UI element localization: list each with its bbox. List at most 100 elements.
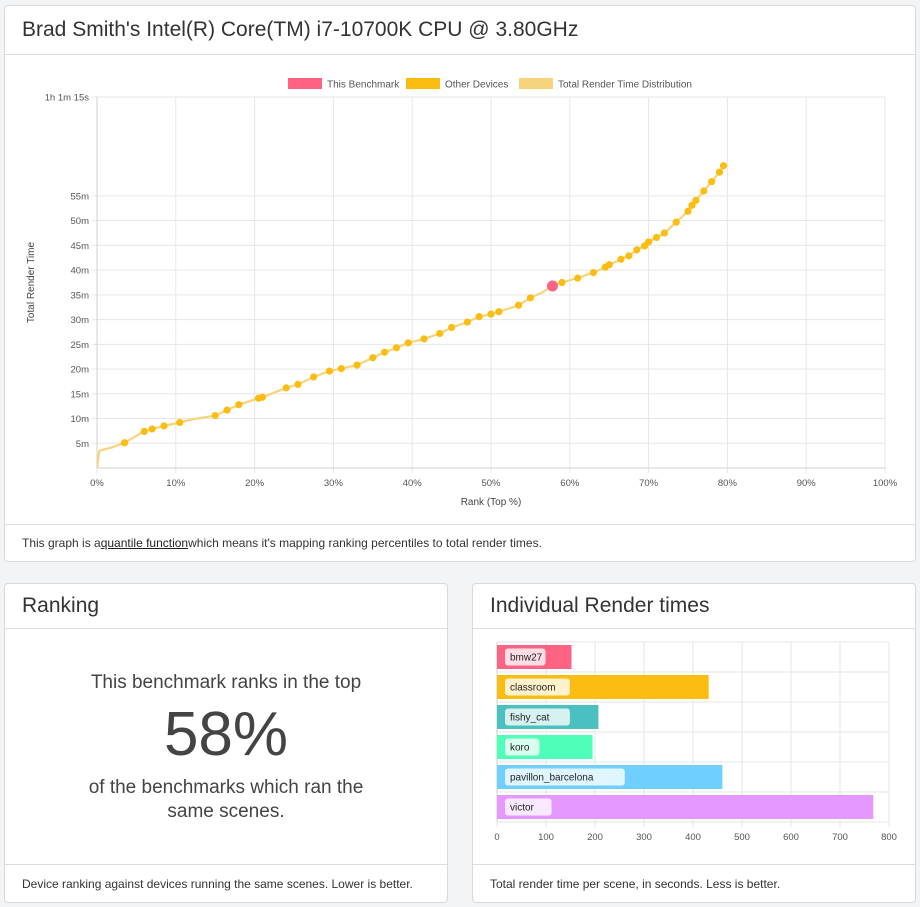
bar-x-tick-label: 600 [783,832,799,843]
ranking-percent: 58% [163,700,289,769]
y-tick-label: 50m [71,216,90,227]
bar-row[interactable]: fishy_cat [497,705,599,729]
other-device-point[interactable] [605,261,613,269]
x-tick-label: 60% [560,478,580,489]
page-title: Brad Smith's Intel(R) Core(TM) i7-10700K… [5,6,915,55]
other-device-point[interactable] [715,168,724,176]
ranking-title: Ranking [5,584,447,629]
x-tick-label: 80% [718,478,738,489]
bar-grid [496,641,890,827]
other-device-point[interactable] [672,218,680,226]
other-device-point[interactable] [148,425,156,433]
other-device-point[interactable] [652,233,661,242]
other-device-point[interactable] [645,238,653,246]
other-device-point[interactable] [448,323,456,332]
other-device-point[interactable] [211,411,219,420]
render-times-chart: 0 100 200 300 400 500 600 700 800 bmw27 classroom f… [494,641,897,843]
legend-label: Total Render Time Distribution [558,80,692,91]
other-device-point[interactable] [294,380,302,389]
other-device-point[interactable] [475,313,483,321]
other-device-point[interactable] [617,255,625,263]
x-axis-title: Rank (Top %) [461,497,522,508]
other-device-point[interactable] [574,274,582,282]
other-device-point[interactable] [420,335,428,343]
other-device-point[interactable] [160,422,168,430]
bar-x-tick-label: 200 [587,832,603,843]
other-device-point[interactable] [719,162,728,170]
other-device-point[interactable] [487,310,495,318]
y-tick-label: 40m [71,266,90,277]
other-device-point[interactable] [633,246,641,254]
x-tick-label: 10% [166,478,186,489]
distribution-line [97,163,728,468]
other-device-point[interactable] [514,301,523,309]
other-device-point[interactable] [140,427,148,435]
bar-x-tick-label: 0 [494,832,499,843]
other-device-point[interactable] [526,294,535,302]
other-device-point[interactable] [381,348,389,356]
bar-category-label: victor [510,803,535,814]
footer-text-prefix: This graph is a [22,536,101,550]
footer-text-suffix: which means it's mapping ranking percent… [188,536,542,550]
bar-row[interactable]: bmw27 [497,645,572,669]
other-device-point[interactable] [404,339,412,347]
other-device-point[interactable] [258,393,267,401]
other-device-point[interactable] [235,401,243,409]
legend-label: This Benchmark [327,80,400,91]
x-tick-label: 50% [481,478,501,489]
quantile-function-link[interactable]: quantile function [100,536,189,550]
bar-category-label: fishy_cat [510,713,550,724]
bar-row[interactable]: victor [497,795,874,819]
x-tick-label: 100% [873,478,898,489]
other-device-point[interactable] [436,329,444,338]
other-device-point[interactable] [692,196,700,204]
other-device-point[interactable] [625,252,633,260]
legend-item[interactable]: Total Render Time Distribution [519,78,692,91]
quantile-chart: This Benchmark Other Devices Total Render … [26,78,898,508]
legend-swatch [288,78,322,89]
other-device-point[interactable] [495,308,503,316]
render-times-card: Individual Render times 0 100 200 300 400 500… [472,583,916,903]
bar-category-label: classroom [510,683,556,694]
other-device-point[interactable] [325,367,334,375]
other-device-point[interactable] [392,344,401,352]
other-device-point[interactable] [684,207,692,215]
other-device-point[interactable] [688,201,696,209]
bar-row[interactable]: classroom [497,675,709,699]
other-device-point[interactable] [589,269,598,277]
other-device-point[interactable] [282,384,290,392]
other-device-point[interactable] [353,361,361,369]
bar-category-label: koro [510,743,530,754]
render-time-bar[interactable] [497,795,874,819]
y-tick-label: 10m [71,414,90,425]
other-device-point[interactable] [708,177,716,186]
bar-category-label: bmw27 [510,653,543,664]
other-device-point[interactable] [463,318,471,326]
chart-legend[interactable]: This Benchmark Other Devices Total Render … [288,78,692,91]
this-benchmark-point[interactable] [546,280,558,292]
y-axis-title: Total Render Time [26,241,37,323]
bar-row[interactable]: koro [497,735,593,759]
bar-category-label: pavillon_barcelona [510,773,594,784]
other-device-point[interactable] [660,229,668,237]
other-device-point[interactable] [369,354,377,362]
bar-row[interactable]: pavillon_barcelona [497,765,723,789]
other-device-point[interactable] [558,278,566,287]
other-device-point[interactable] [223,406,231,414]
x-tick-label: 30% [324,478,344,489]
y-tick-label: 30m [71,315,90,326]
y-tick-label: 5m [76,439,89,450]
bar-label-box [505,708,570,726]
legend-swatch [519,78,553,89]
legend-item[interactable]: This Benchmark [288,78,400,91]
other-device-point[interactable] [310,373,318,381]
legend-item[interactable]: Other Devices [406,78,508,91]
other-device-point[interactable] [337,364,345,373]
bar-x-tick-label: 400 [685,832,701,843]
y-tick-label: 25m [71,340,90,351]
other-device-point[interactable] [120,439,129,447]
other-device-point[interactable] [700,187,708,195]
other-device-point[interactable] [176,418,184,427]
ranking-line-2: of the benchmarks which ran the same sce… [88,777,364,822]
chart-grid [92,96,886,473]
